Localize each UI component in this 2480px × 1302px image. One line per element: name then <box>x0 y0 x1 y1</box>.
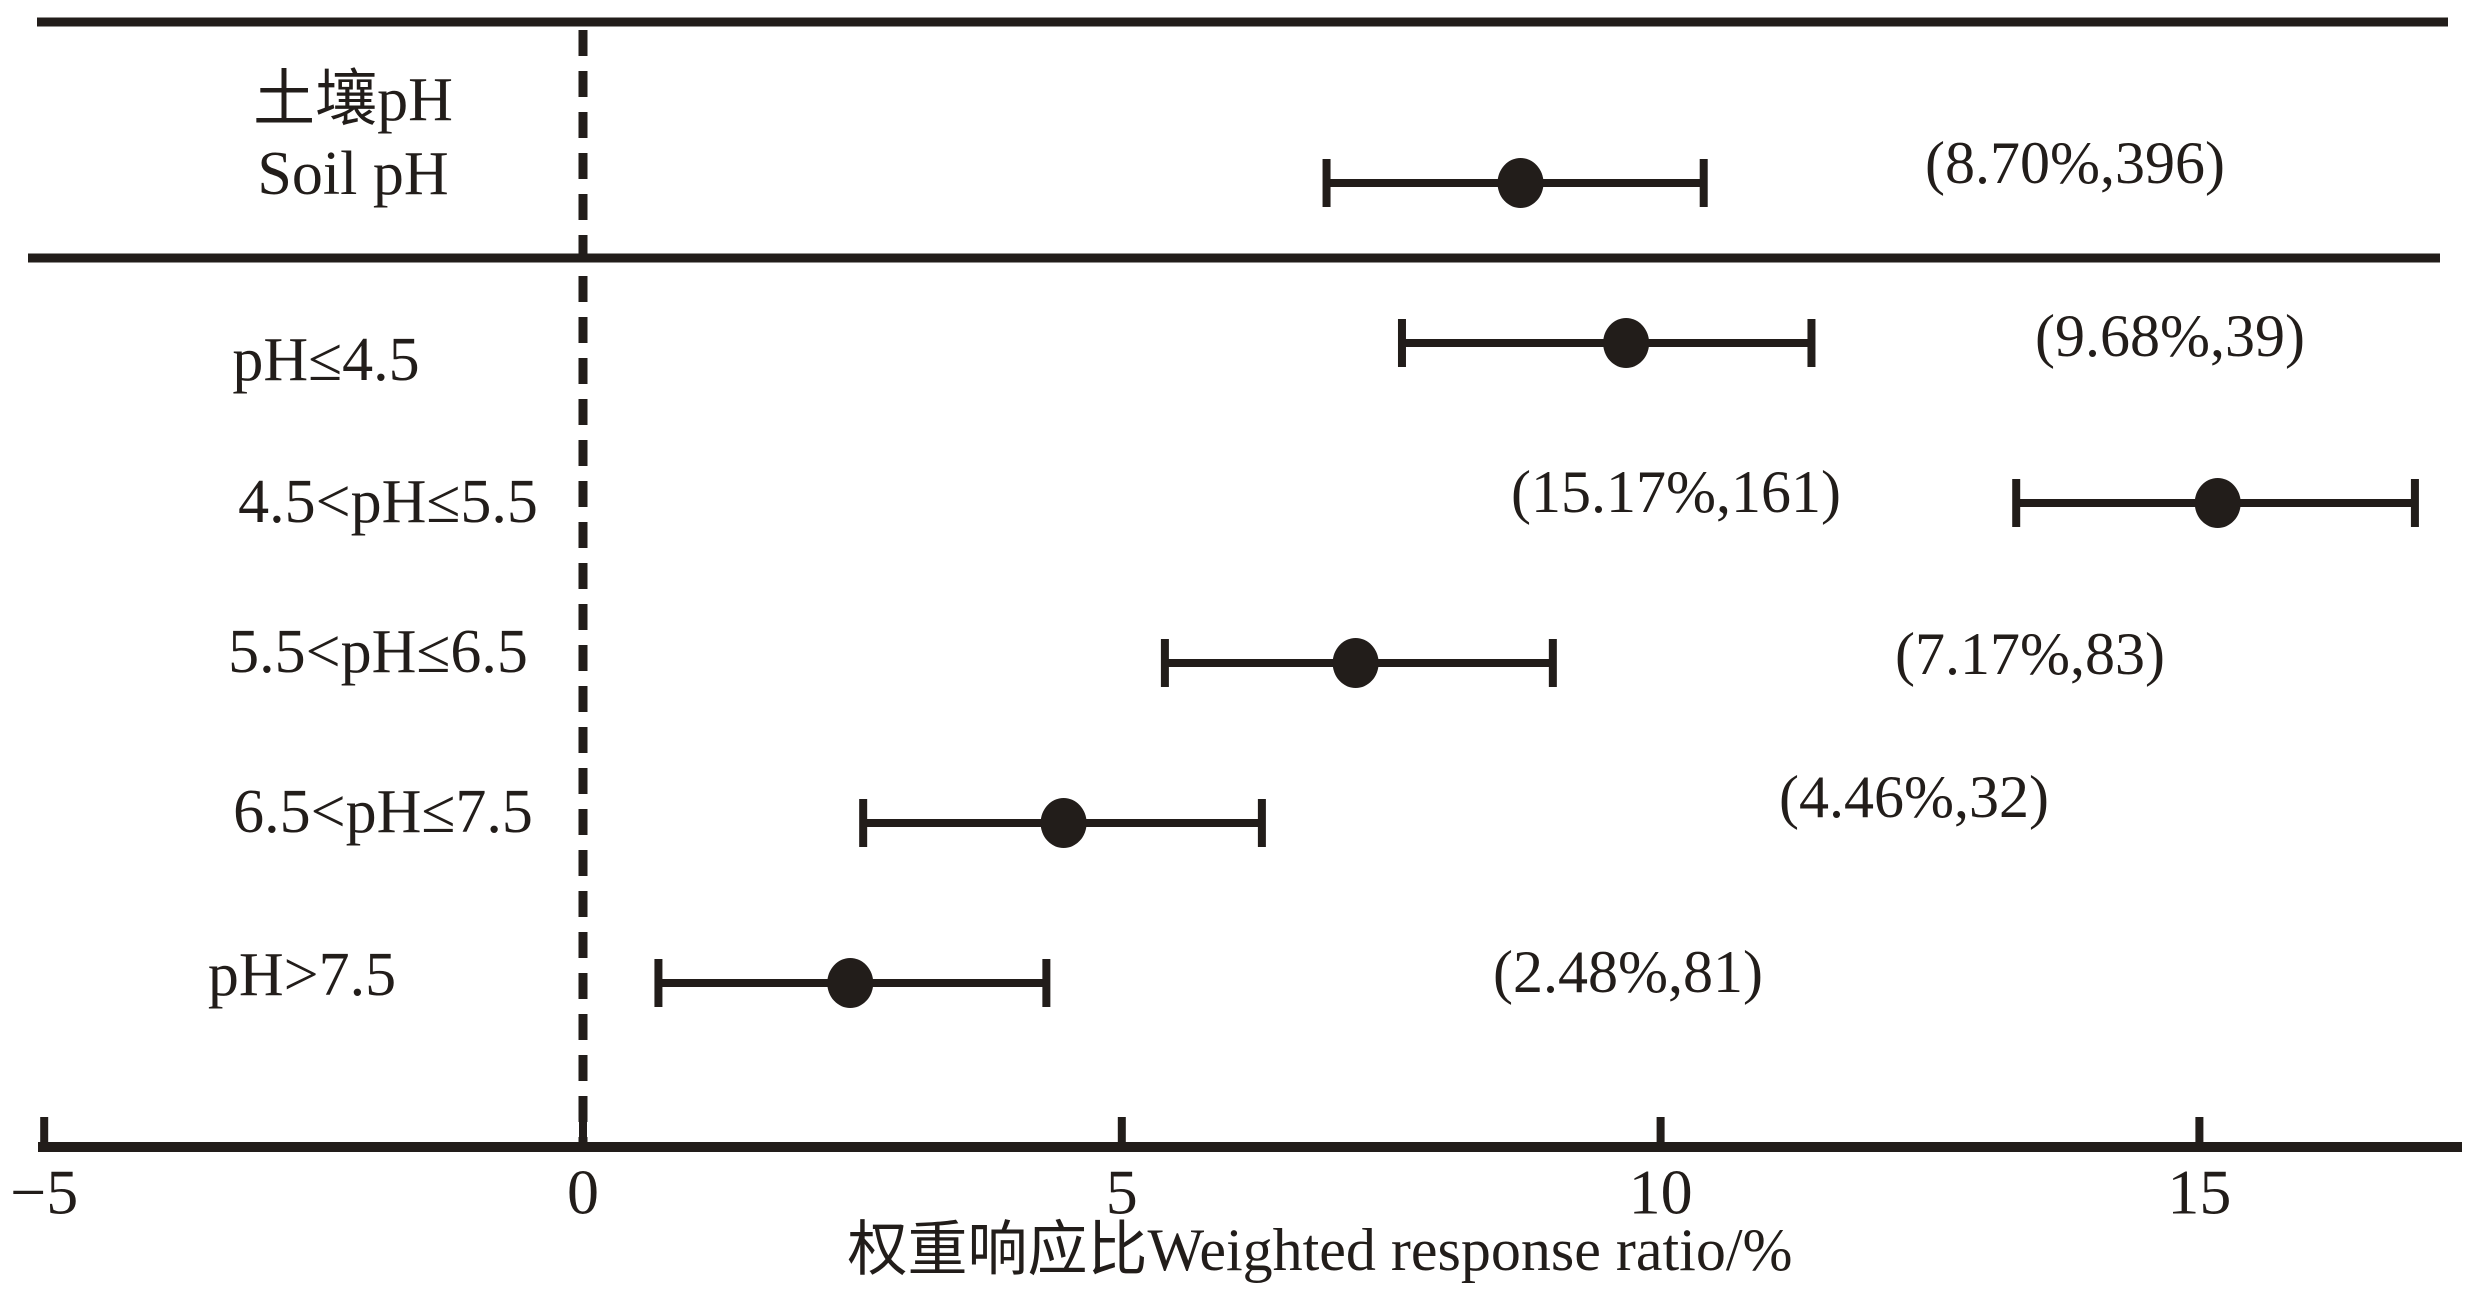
row-annotation-5: (2.48%,81) <box>1493 939 1763 1005</box>
point-marker-0 <box>1497 158 1544 208</box>
point-marker-2 <box>2194 478 2241 528</box>
point-marker-4 <box>1040 798 1087 848</box>
row-annotation-0: (8.70%,396) <box>1925 130 2225 196</box>
row-label-3: 5.5<pH≤6.5 <box>228 618 528 686</box>
x-tick-label--5: −5 <box>10 1157 78 1228</box>
row-label-1: pH≤4.5 <box>232 326 419 394</box>
x-axis-title: 权重响应比Weighted response ratio/% <box>848 1217 1793 1283</box>
row-label-en-0: Soil pH <box>257 140 448 208</box>
row-annotation-1: (9.68%,39) <box>2035 303 2305 369</box>
row-annotation-3: (7.17%,83) <box>1895 621 2165 687</box>
x-tick-label-10: 10 <box>1629 1157 1693 1228</box>
row-annotation-4: (4.46%,32) <box>1779 764 2049 830</box>
x-tick-label-5: 5 <box>1106 1157 1138 1228</box>
row-label-4: 6.5<pH≤7.5 <box>233 778 533 846</box>
point-marker-5 <box>827 958 874 1008</box>
row-annotation-2: (15.17%,161) <box>1511 459 1841 525</box>
point-marker-3 <box>1332 638 1379 688</box>
x-tick-label-15: 15 <box>2167 1157 2231 1228</box>
row-label-2: 4.5<pH≤5.5 <box>238 468 538 536</box>
x-tick-label-0: 0 <box>567 1157 599 1228</box>
point-marker-1 <box>1603 318 1650 368</box>
row-label-cn-0: 土壤pH <box>253 66 453 134</box>
row-label-5: pH>7.5 <box>208 941 396 1009</box>
